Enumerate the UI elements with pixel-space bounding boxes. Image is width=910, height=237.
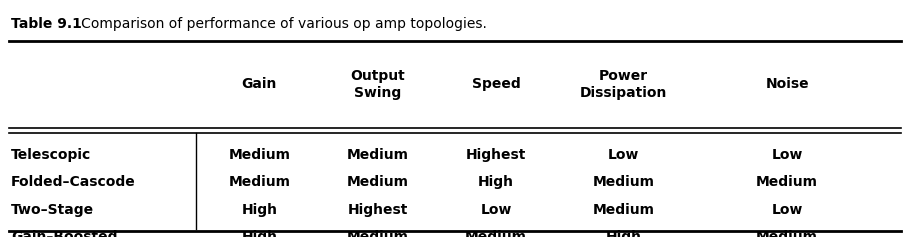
Text: Highest: Highest: [466, 148, 526, 162]
Text: Medium: Medium: [592, 175, 654, 190]
Text: Medium: Medium: [347, 175, 409, 190]
Text: High: High: [241, 203, 278, 217]
Text: Output
Swing: Output Swing: [350, 69, 405, 100]
Text: High: High: [478, 175, 514, 190]
Text: Table 9.1: Table 9.1: [11, 17, 82, 31]
Text: Low: Low: [772, 148, 803, 162]
Text: Gain–Boosted: Gain–Boosted: [11, 230, 117, 237]
Text: Speed: Speed: [471, 77, 521, 91]
Text: High: High: [241, 230, 278, 237]
Text: Telescopic: Telescopic: [11, 148, 91, 162]
Text: Medium: Medium: [756, 175, 818, 190]
Text: Power
Dissipation: Power Dissipation: [580, 69, 667, 100]
Text: Medium: Medium: [465, 230, 527, 237]
Text: Comparison of performance of various op amp topologies.: Comparison of performance of various op …: [68, 17, 487, 31]
Text: Medium: Medium: [756, 230, 818, 237]
Text: Folded–Cascode: Folded–Cascode: [11, 175, 136, 190]
Text: Gain: Gain: [242, 77, 277, 91]
Text: Low: Low: [772, 203, 803, 217]
Text: Low: Low: [608, 148, 639, 162]
Text: High: High: [605, 230, 642, 237]
Text: Noise: Noise: [765, 77, 809, 91]
Text: Low: Low: [480, 203, 511, 217]
Text: Highest: Highest: [348, 203, 408, 217]
Text: Medium: Medium: [228, 148, 290, 162]
Text: Medium: Medium: [228, 175, 290, 190]
Text: Medium: Medium: [347, 230, 409, 237]
Text: Medium: Medium: [592, 203, 654, 217]
Text: Medium: Medium: [347, 148, 409, 162]
Text: Two–Stage: Two–Stage: [11, 203, 94, 217]
